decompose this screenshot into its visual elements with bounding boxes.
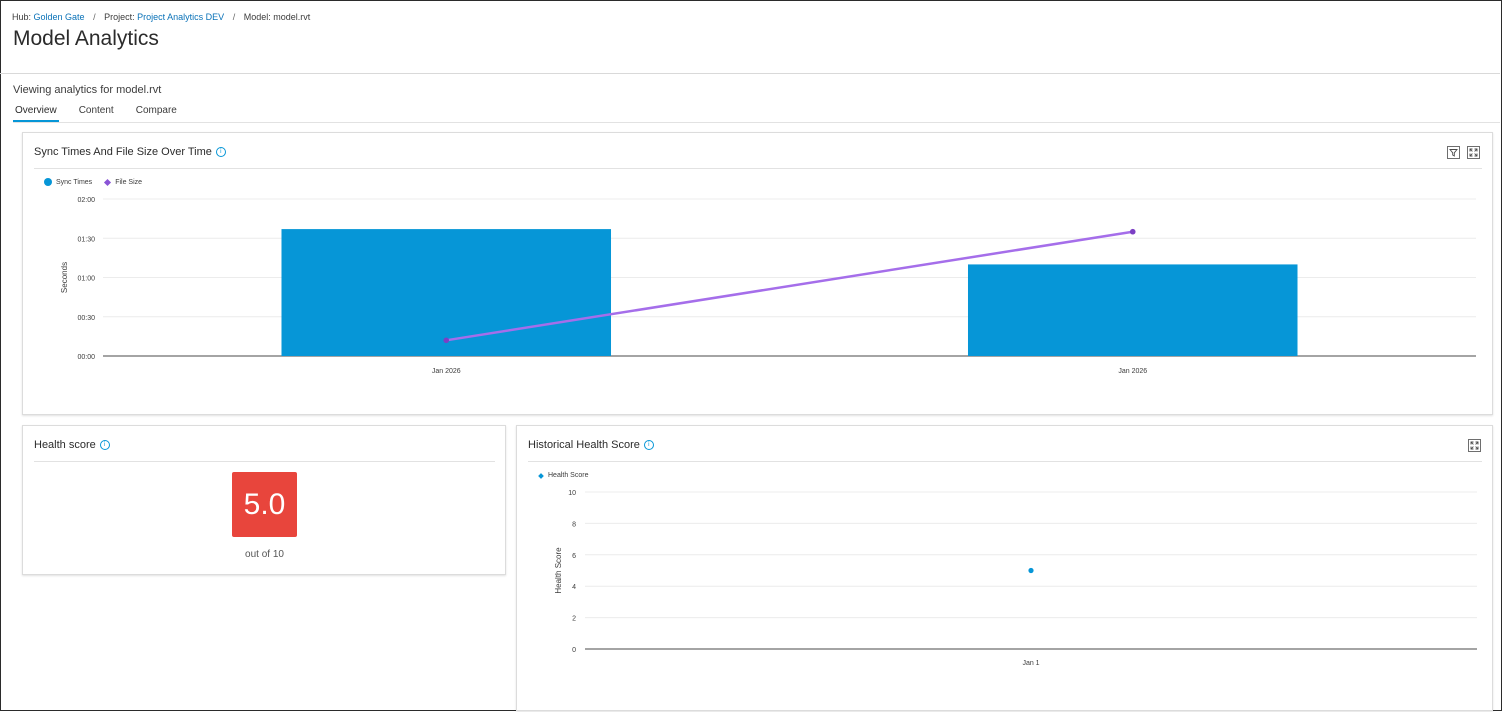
x-tick-label: Jan 1 — [1022, 660, 1039, 667]
sync-times-legend: Sync Times File Size — [44, 178, 142, 186]
y-tick-label: 01:00 — [77, 276, 95, 283]
historical-health-title-text: Historical Health Score — [528, 439, 640, 451]
point-health-score — [1028, 567, 1034, 574]
page-title: Model Analytics — [13, 27, 159, 50]
breadcrumb-hub-label: Hub: — [12, 12, 32, 22]
y-tick-label: 8 — [572, 521, 576, 528]
y-tick-label: 2 — [572, 616, 576, 623]
health-score-card: Health score i 5.0 out of 10 — [22, 425, 506, 575]
bar-sync-times — [281, 229, 612, 356]
sync-times-title-text: Sync Times And File Size Over Time — [34, 146, 212, 158]
line-file-size — [446, 230, 1133, 342]
tab-bar: Overview Content Compare — [13, 105, 197, 123]
card-divider — [34, 461, 495, 462]
breadcrumb-project-label: Project: — [104, 12, 135, 22]
tab-compare[interactable]: Compare — [135, 105, 177, 116]
card-divider — [528, 461, 1482, 462]
info-icon[interactable]: i — [99, 440, 110, 450]
health-score-title-text: Health score — [34, 439, 96, 451]
header-divider — [0, 73, 1500, 74]
info-icon[interactable]: i — [643, 440, 654, 450]
y-tick-label: 01:30 — [77, 236, 95, 243]
breadcrumb-separator: / — [232, 12, 236, 22]
breadcrumb-model-value: model.rvt — [273, 12, 311, 22]
filter-icon — [1449, 149, 1458, 157]
legend-label-file-size[interactable]: File Size — [115, 178, 143, 186]
filter-button[interactable] — [1447, 146, 1460, 159]
y-tick-label: 00:30 — [77, 315, 95, 322]
tab-content[interactable]: Content — [78, 105, 114, 116]
y-tick-label: 02:00 — [77, 197, 95, 204]
sync-times-chart: 00:00 00:30 01:00 01:30 02:00 Seconds Jan 2026… — [60, 197, 1476, 375]
legend-label-health-score[interactable]: Health Score — [548, 472, 589, 479]
info-icon[interactable]: i — [215, 147, 226, 157]
x-tick-label: Jan 2026 — [432, 368, 461, 375]
sync-times-card-title: Sync Times And File Size Over Time i — [34, 146, 226, 158]
point-file-size — [1129, 228, 1136, 235]
tab-overview[interactable]: Overview — [13, 105, 59, 123]
breadcrumb: Hub: Golden Gate / Project: Project Anal… — [12, 12, 310, 22]
sync-times-card: Sync Times And File Size Over Time i Syn… — [22, 132, 1493, 415]
expand-icon — [1470, 441, 1479, 450]
health-score-badge: 5.0 — [232, 472, 297, 537]
tabs-divider — [13, 122, 1500, 123]
health-score-subtitle: out of 10 — [245, 549, 284, 560]
bar-sync-times — [967, 264, 1298, 356]
y-tick-label: 0 — [572, 647, 576, 654]
y-axis-label: Health Score — [554, 547, 563, 594]
expand-button[interactable] — [1467, 146, 1480, 159]
y-axis-label: Seconds — [60, 262, 69, 293]
breadcrumb-project-link[interactable]: Project Analytics DEV — [137, 12, 225, 22]
historical-health-card-title: Historical Health Score i — [528, 439, 654, 451]
breadcrumb-model-label: Model: — [243, 12, 271, 22]
point-file-size — [443, 337, 450, 344]
historical-health-legend: Health Score — [538, 472, 589, 479]
x-tick-label: Jan 2026 — [1118, 368, 1147, 375]
health-score-card-title: Health score i — [34, 439, 110, 451]
expand-icon — [1469, 148, 1478, 157]
legend-label-sync-times[interactable]: Sync Times — [56, 178, 93, 186]
historical-health-card: Historical Health Score i Health Score 0… — [516, 425, 1493, 711]
historical-health-chart: 0 2 4 6 8 10 Health Score Jan 1 — [554, 490, 1477, 667]
y-tick-label: 4 — [572, 584, 576, 591]
card-divider — [34, 168, 1482, 169]
y-tick-label: 6 — [572, 553, 576, 560]
breadcrumb-hub-link[interactable]: Golden Gate — [33, 12, 85, 22]
y-tick-label: 00:00 — [77, 354, 95, 361]
expand-button[interactable] — [1468, 439, 1481, 452]
breadcrumb-separator: / — [93, 12, 96, 22]
viewing-label: Viewing analytics for model.rvt — [13, 84, 162, 96]
legend-marker-sync-times — [44, 178, 52, 186]
y-tick-label: 10 — [568, 490, 576, 497]
